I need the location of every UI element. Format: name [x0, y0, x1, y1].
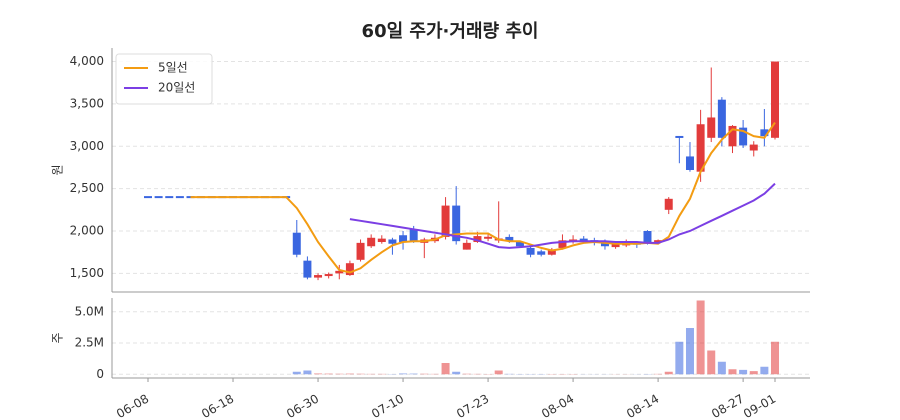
- legend-label: 5일선: [158, 61, 188, 75]
- candle-body: [515, 242, 524, 247]
- candle-body: [526, 247, 535, 255]
- candle-body: [303, 260, 312, 278]
- candle-body: [600, 242, 609, 247]
- candle-body: [696, 124, 705, 172]
- candle-body: [388, 239, 397, 244]
- candle-body: [505, 236, 514, 242]
- candle-body: [611, 243, 620, 248]
- legend-box: [115, 53, 213, 105]
- ma-line: [190, 122, 776, 274]
- y-tick-label: 1,500: [70, 266, 104, 280]
- candle-body: [728, 125, 737, 147]
- candle-body: [314, 275, 323, 278]
- candle-body: [654, 240, 663, 243]
- volume-bar: [345, 373, 354, 375]
- volume-bar: [292, 371, 301, 375]
- candle-body: [675, 135, 684, 138]
- y-tick-label: 2,000: [70, 224, 104, 238]
- candle-body: [771, 61, 779, 138]
- candle-body: [324, 274, 333, 277]
- volume-bar: [303, 370, 312, 375]
- volume-bar: [314, 373, 323, 375]
- volume-tick-label: 5.0M: [75, 304, 104, 318]
- candle-body: [441, 205, 450, 237]
- x-tick-label: 06-08: [114, 392, 151, 420]
- candle-body: [356, 242, 365, 260]
- candle-body: [144, 196, 152, 199]
- volume-bar: [335, 373, 344, 375]
- candle-body: [452, 205, 461, 242]
- volume-bar: [462, 373, 471, 375]
- volume-tick-label: 0: [96, 367, 104, 381]
- volume-bar: [324, 373, 333, 375]
- candle-body: [345, 263, 354, 276]
- candle-body: [409, 229, 418, 242]
- candle-body: [760, 129, 769, 137]
- candle-body: [377, 238, 386, 243]
- volume-bar: [739, 369, 748, 375]
- candle-body: [685, 156, 694, 170]
- candle-body: [175, 196, 184, 199]
- volume-bar: [420, 373, 429, 375]
- volume-bar: [494, 370, 503, 375]
- candle-body: [717, 99, 726, 138]
- volume-tick-label: 2.5M: [75, 336, 104, 350]
- candle-body: [739, 127, 748, 146]
- candle-body: [643, 231, 652, 244]
- volume-bar: [749, 371, 758, 375]
- x-tick-label: 08-14: [624, 392, 661, 420]
- y-tick-label: 2,500: [70, 181, 104, 195]
- volume-bar: [664, 371, 673, 375]
- candle-body: [473, 236, 482, 243]
- candle-body: [664, 198, 673, 210]
- volume-bar: [717, 361, 726, 375]
- candle-body: [547, 249, 556, 255]
- volume-bar: [675, 341, 684, 375]
- volume-bar: [760, 366, 769, 375]
- volume-bar: [356, 373, 365, 375]
- candle-body: [367, 237, 376, 247]
- x-tick-label: 07-10: [369, 392, 406, 420]
- volume-bar: [452, 371, 461, 375]
- x-tick-label: 08-04: [539, 392, 576, 420]
- chart-title: 60일 주가·거래량 추이: [362, 21, 539, 42]
- candle-body: [165, 196, 174, 199]
- x-tick-label: 07-23: [454, 392, 491, 420]
- ma-line: [349, 182, 776, 249]
- volume-axis-label: 주: [51, 332, 65, 343]
- x-tick-label: 06-30: [284, 392, 321, 420]
- y-axis-label: 원: [51, 164, 65, 175]
- candle-body: [335, 270, 344, 274]
- candle-body: [558, 240, 567, 248]
- y-tick-label: 4,000: [70, 54, 104, 68]
- volume-bar: [696, 300, 705, 375]
- x-tick-label: 09-01: [741, 392, 778, 420]
- volume-bar: [707, 350, 716, 375]
- x-tick-label: 06-18: [199, 392, 236, 420]
- candle-body: [707, 117, 716, 138]
- legend-label: 20일선: [158, 81, 195, 95]
- x-tick-label: 08-27: [709, 392, 746, 420]
- y-tick-label: 3,500: [70, 96, 104, 110]
- candle-body: [537, 251, 546, 255]
- candle-body: [484, 236, 493, 239]
- candle-body: [292, 232, 301, 255]
- candle-body: [749, 144, 758, 151]
- volume-bar: [685, 328, 694, 375]
- volume-bar: [771, 341, 779, 375]
- candle-body: [399, 235, 408, 243]
- candle-body: [462, 242, 471, 250]
- volume-bar: [728, 369, 737, 375]
- y-tick-label: 3,000: [70, 139, 104, 153]
- candle-body: [579, 238, 588, 242]
- volume-bar: [441, 363, 450, 375]
- candle-body: [154, 196, 163, 199]
- volume-bar: [409, 373, 418, 375]
- volume-bar: [399, 373, 408, 375]
